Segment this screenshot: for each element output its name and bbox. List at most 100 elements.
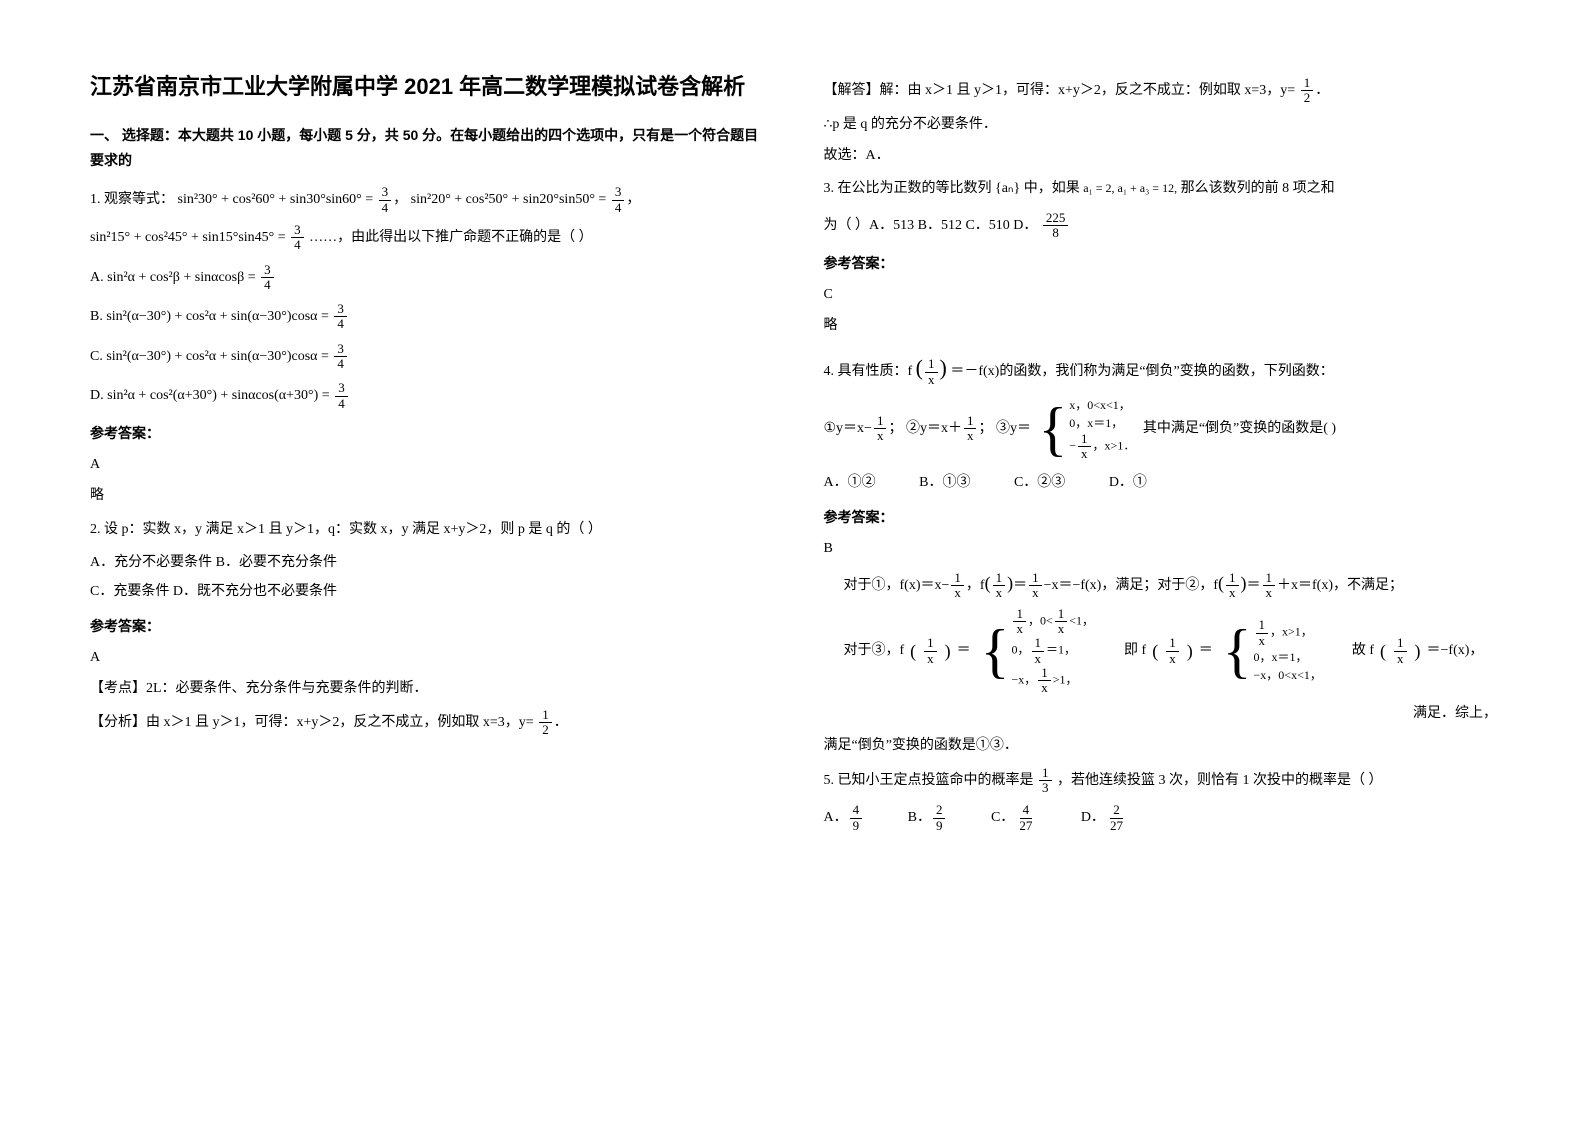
q1-line2: sin²15° + cos²45° + sin15°sin45° = 34 ……… bbox=[90, 223, 764, 253]
q4-sol1-d: −x＝−f(x)，满足；对于②，f bbox=[1044, 578, 1218, 593]
q1-ans: A bbox=[90, 452, 764, 477]
frac-optB: 34 bbox=[334, 302, 347, 332]
q2-optAB: A．充分不必要条件 B．必要不充分条件 bbox=[90, 550, 764, 575]
q3-c: 那么该数列的前 8 项之和 bbox=[1181, 181, 1335, 196]
q4-sf1: 1x bbox=[951, 571, 964, 601]
q4-sol1-c: ＝ bbox=[1013, 578, 1027, 593]
frac-optC: 34 bbox=[334, 342, 347, 372]
q2-frac-half-r: 12 bbox=[1301, 76, 1314, 106]
q5-optD: D．227 bbox=[1081, 803, 1128, 833]
brace-icon2: { bbox=[981, 621, 1010, 681]
pf2: 1x bbox=[1055, 607, 1068, 637]
q4-choices: A．①② B．①③ C．②③ D．① bbox=[824, 470, 1498, 495]
frac-optA: 34 bbox=[261, 263, 274, 293]
exam-title: 江苏省南京市工业大学附属中学 2021 年高二数学理模拟试卷含解析 bbox=[90, 70, 764, 103]
q4-p3: −x，1x>1， bbox=[1011, 666, 1094, 696]
q2-jd: 【解答】解：由 x＞1 且 y＞1，可得：x+y＞2，反之不成立：例如取 x=3… bbox=[824, 76, 1498, 106]
brace-icon3: { bbox=[1223, 621, 1252, 681]
q4-opt3a: ③y＝ bbox=[996, 421, 1031, 436]
q1-ans-label: 参考答案： bbox=[90, 421, 764, 446]
q1-eq1a: sin²30° + cos²60° + sin30°sin60° = bbox=[178, 192, 377, 207]
rf1: 1x bbox=[1256, 618, 1269, 648]
comma: ， bbox=[393, 192, 407, 207]
brace-icon: { bbox=[1038, 399, 1067, 459]
q1-optC: C. sin²(α−30°) + cos²α + sin(α−30°)cosα … bbox=[90, 342, 764, 372]
q5-fC: 427 bbox=[1016, 803, 1035, 833]
q2-concl: ∴p 是 q 的充分不必要条件． bbox=[824, 112, 1498, 137]
q4-piecewise: { x，0<x<1， 0，x＝1， −1x，x>1． bbox=[1038, 396, 1135, 462]
frac-3-4-c: 34 bbox=[291, 223, 304, 253]
q4-cases: x，0<x<1， 0，x＝1， −1x，x>1． bbox=[1069, 396, 1135, 462]
q4-opt1a: ①y＝x− bbox=[824, 421, 872, 436]
q4-r3: −x，0<x<1， bbox=[1254, 666, 1322, 684]
q3-b: 中，如果 bbox=[1024, 181, 1080, 196]
q1-optD: D. sin²α + cos²(α+30°) + sinαcos(α+30°) … bbox=[90, 381, 764, 411]
q2-frac-half: 12 bbox=[539, 708, 552, 738]
q3-a: 3. 在公比为正数的等比数列 bbox=[824, 181, 992, 196]
q5-optC: C．427 bbox=[991, 803, 1037, 833]
pf1: 1x bbox=[1013, 607, 1026, 637]
q4-opts: ①y＝x−1x； ②y＝x＋1x； ③y＝ { x，0<x<1， 0，x＝1， … bbox=[824, 396, 1498, 462]
q4-s3f1: 1x bbox=[924, 636, 937, 666]
q4-sol3-mid: 即 f bbox=[1124, 638, 1146, 663]
q4-pw2: { 1x，x>1， 0，x＝1， −x，0<x<1， bbox=[1223, 618, 1322, 684]
dot: ． bbox=[554, 715, 568, 730]
q4-f2: 1x bbox=[964, 414, 977, 444]
q4-c1: x，0<x<1， bbox=[1069, 396, 1135, 414]
q2-optCD: C．充要条件 D．既不充分也不必要条件 bbox=[90, 579, 764, 604]
q4-inv-frac: 1x bbox=[925, 357, 938, 387]
q1-optA: A. sin²α + cos²β + sinαcosβ = 34 bbox=[90, 263, 764, 293]
paren-icon5: ( bbox=[910, 635, 916, 667]
q1-tail: ……，由此得出以下推广命题不正确的是（ ） bbox=[309, 230, 593, 245]
q2-gx: 故选：A． bbox=[824, 143, 1498, 168]
dot2: ． bbox=[1315, 83, 1329, 98]
q4-sol1-a: 对于①，f(x)＝x− bbox=[844, 578, 950, 593]
q1-eq1b: sin²20° + cos²50° + sin20°sin50° = bbox=[411, 192, 610, 207]
paren-icon7: ( bbox=[1152, 635, 1158, 667]
q4-sf3: 1x bbox=[1029, 571, 1042, 601]
q3-ans-label: 参考答案： bbox=[824, 251, 1498, 276]
q4-concl: 满足“倒负”变换的函数是①③． bbox=[824, 733, 1498, 758]
q1-optC-text: sin²(α−30°) + cos²α + sin(α−30°)cosα = bbox=[106, 349, 332, 364]
q4-sol3-end: ＝−f(x)， bbox=[1427, 638, 1484, 663]
q3-line2: 为（ ）A．513 B．512 C．510 D． 2258 bbox=[824, 211, 1498, 241]
q1-optD-label: D. bbox=[90, 388, 104, 403]
q4-ans: B bbox=[824, 536, 1498, 561]
q2-fx: 【分析】由 x＞1 且 y＞1，可得：x+y＞2，反之不成立，例如取 x=3，y… bbox=[90, 708, 764, 738]
q4-pw1: { 1x，0<1x<1， 0，1x＝1， −x，1x>1， bbox=[981, 607, 1094, 696]
q4-sol3: 对于③，f(1x)＝ { 1x，0<1x<1， 0，1x＝1， −x，1x>1，… bbox=[844, 607, 1498, 696]
q4-p2: 0，1x＝1， bbox=[1011, 636, 1094, 666]
q4-optD: D．① bbox=[1109, 470, 1147, 495]
q4-c3: −1x，x>1． bbox=[1069, 432, 1135, 462]
q4-opt2b: ； bbox=[978, 421, 992, 436]
q3-cond: a₁ = 2, a₁ + a₃ = 12, bbox=[1083, 181, 1177, 195]
paren-icon8: ) bbox=[1187, 635, 1193, 667]
q2-fx-text: 【分析】由 x＞1 且 y＞1，可得：x+y＞2，反之不成立，例如取 x=3，y… bbox=[90, 715, 534, 730]
q1-line1: 1. 观察等式： sin²30° + cos²60° + sin30°sin60… bbox=[90, 185, 764, 215]
q4-a: 4. 具有性质：f bbox=[824, 364, 913, 379]
q1-optA-label: A. bbox=[90, 270, 104, 285]
q4-cases2: 1x，x>1， 0，x＝1， −x，0<x<1， bbox=[1254, 618, 1322, 684]
eq-icon: ＝ bbox=[957, 638, 971, 663]
q4-opt2a: ②y＝x＋ bbox=[906, 421, 962, 436]
q4-sol1-b: ，f bbox=[966, 578, 985, 593]
q4-sol3-tail: 故 f bbox=[1352, 638, 1374, 663]
q4-sol1-e: ＝ bbox=[1247, 578, 1261, 593]
q1-optB-label: B. bbox=[90, 309, 103, 324]
q4-ans-label: 参考答案： bbox=[824, 505, 1498, 530]
paren-open-icon: ( bbox=[916, 355, 923, 380]
q4-sf4: 1x bbox=[1226, 571, 1239, 601]
right-column: 【解答】解：由 x＞1 且 y＞1，可得：x+y＞2，反之不成立：例如取 x=3… bbox=[824, 70, 1498, 841]
q5-fB: 29 bbox=[933, 803, 946, 833]
q4-satisfy: 满足．综上， bbox=[824, 701, 1498, 726]
left-column: 江苏省南京市工业大学附属中学 2021 年高二数学理模拟试卷含解析 一、 选择题… bbox=[90, 70, 764, 841]
q4-f1: 1x bbox=[874, 414, 887, 444]
q4-sf2: 1x bbox=[993, 571, 1006, 601]
q2-kd: 【考点】2L：必要条件、充分条件与充要条件的判断． bbox=[90, 676, 764, 701]
q3-optD-frac: 2258 bbox=[1043, 211, 1069, 241]
q5-optA: A．49 bbox=[824, 803, 865, 833]
q4-s3f2: 1x bbox=[1166, 636, 1179, 666]
eq-icon2: ＝ bbox=[1199, 638, 1213, 663]
comma2: ， bbox=[626, 192, 640, 207]
q1-eq2: sin²15° + cos²45° + sin15°sin45° = bbox=[90, 230, 289, 245]
